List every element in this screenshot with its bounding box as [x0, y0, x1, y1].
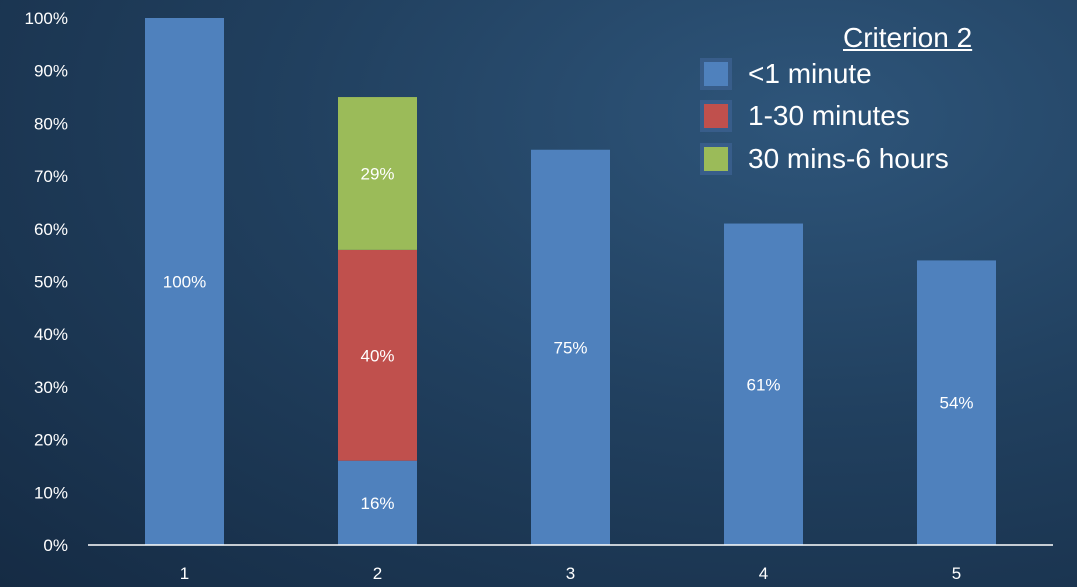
data-label: 54%: [939, 394, 973, 413]
legend-label: <1 minute: [748, 58, 872, 89]
y-tick-label: 10%: [34, 483, 68, 502]
legend-title: Criterion 2: [843, 22, 973, 53]
legend-swatch-blue: [700, 58, 732, 90]
x-tick-label: 1: [180, 564, 189, 583]
x-axis-tick-labels: 1 2 3 4 5: [180, 564, 961, 583]
data-label: 61%: [746, 375, 780, 394]
x-tick-label: 4: [759, 564, 768, 583]
y-tick-label: 70%: [34, 167, 68, 186]
y-tick-label: 40%: [34, 325, 68, 344]
y-tick-label: 50%: [34, 273, 68, 292]
bar-segment: [338, 460, 417, 545]
y-tick-label: 90%: [34, 62, 68, 81]
legend-swatch-green: [700, 143, 732, 175]
legend-label: 30 mins-6 hours: [748, 143, 949, 174]
data-label: 16%: [360, 494, 394, 513]
legend-item-30-mins-6-hours: 30 mins-6 hours: [700, 139, 949, 179]
data-label: 29%: [360, 164, 394, 183]
bar-segment: [531, 149, 610, 545]
bar-segment: [145, 18, 224, 545]
bar-series: 100% 16% 40% 29% 75% 61% 54%: [145, 18, 996, 545]
legend-label: 1-30 minutes: [748, 100, 910, 131]
y-tick-label: 20%: [34, 431, 68, 450]
bar-segment: [917, 260, 996, 545]
bar-segment: [724, 223, 803, 545]
y-tick-label: 60%: [34, 220, 68, 239]
y-axis-tick-labels: 0% 10% 20% 30% 40% 50% 60% 70% 80% 90% 100%: [25, 9, 68, 555]
bar-segment: [338, 249, 417, 461]
x-tick-label: 5: [952, 564, 961, 583]
y-tick-label: 30%: [34, 378, 68, 397]
legend-item-1-30-minutes: 1-30 minutes: [700, 96, 910, 136]
y-tick-label: 80%: [34, 114, 68, 133]
legend-item-under-1-minute: <1 minute: [700, 54, 872, 94]
x-tick-label: 3: [566, 564, 575, 583]
legend-swatch-red: [700, 100, 732, 132]
bar-segment: [338, 97, 417, 250]
x-tick-label: 2: [373, 564, 382, 583]
y-tick-label: 100%: [25, 9, 68, 28]
data-label: 100%: [163, 273, 206, 292]
data-label: 75%: [553, 338, 587, 357]
y-tick-label: 0%: [43, 536, 68, 555]
data-label: 40%: [360, 346, 394, 365]
